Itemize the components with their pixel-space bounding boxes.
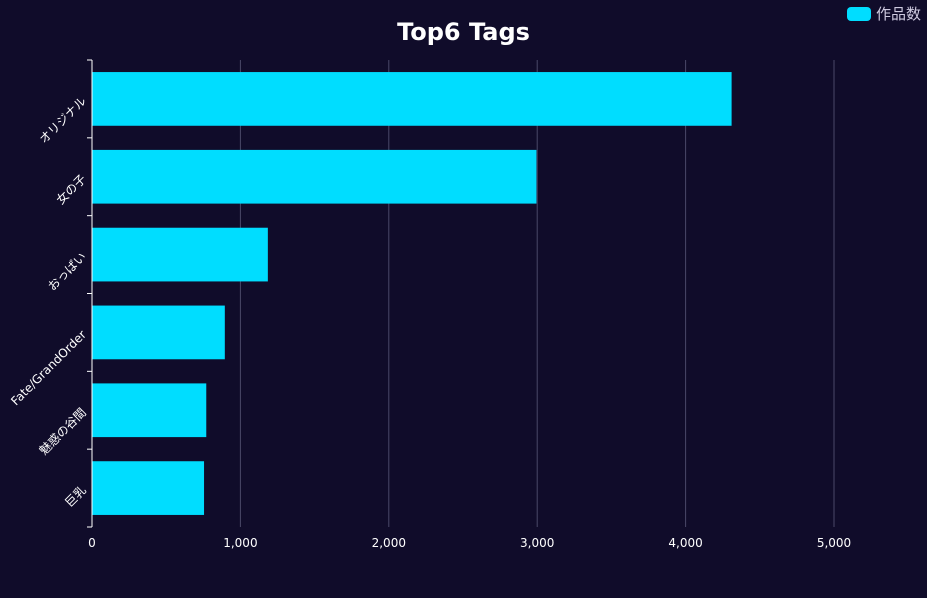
bar[interactable] [92,227,268,282]
y-tick-label: おっぱい [45,250,89,294]
bar[interactable] [92,461,205,515]
legend-swatch-icon [846,6,871,21]
x-tick-label: 4,000 [668,536,702,550]
y-tick-label: 女の子 [53,171,89,207]
y-tick-label: 巨乳 [62,483,89,510]
y-tick-label: Fate/GrandOrder [8,327,89,408]
legend[interactable]: 作品数 [846,3,921,24]
y-tick-label: オリジナル [37,94,89,146]
legend-label: 作品数 [875,5,921,23]
bar[interactable] [92,149,537,204]
x-tick-label: 3,000 [520,536,554,550]
bar[interactable] [92,305,225,360]
bar[interactable] [92,383,207,438]
x-tick-label: 2,000 [372,536,406,550]
y-tick-label: 魅惑の谷間 [36,405,89,458]
x-tick-label: 1,000 [223,536,257,550]
chart-title: Top6 Tags [397,18,530,46]
bar[interactable] [92,72,732,126]
x-tick-label: 5,000 [817,536,851,550]
x-tick-label: 0 [88,536,96,550]
